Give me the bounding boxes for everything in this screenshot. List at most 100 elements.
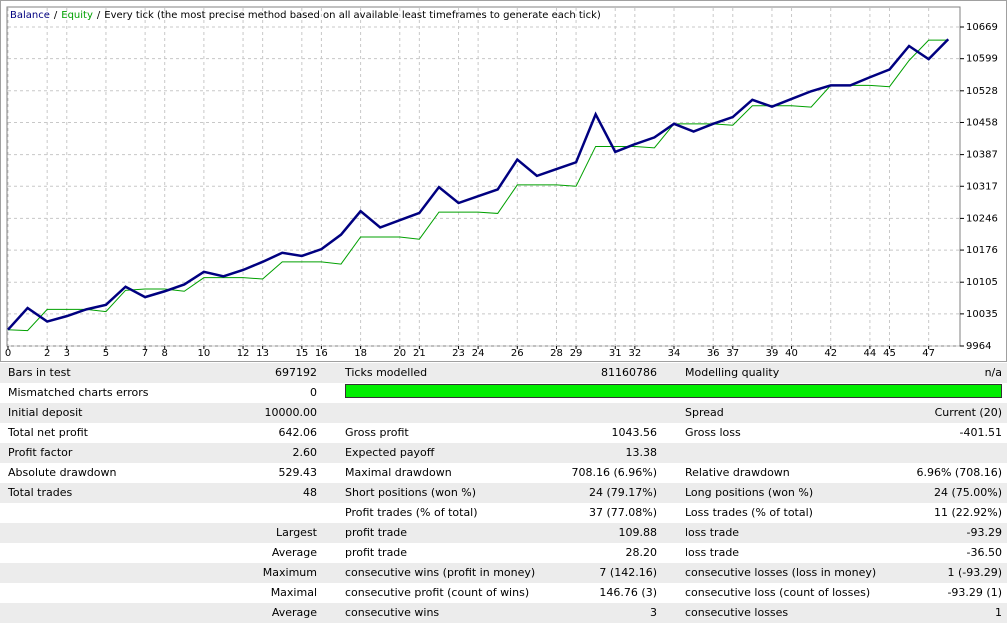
- report-value: 109.88: [618, 526, 658, 539]
- report-label: Gross loss: [685, 426, 741, 439]
- x-tick-label: 39: [766, 348, 779, 359]
- report-row: Total net profit 642.06 Gross profit 1043.5…: [0, 423, 1007, 443]
- report-value: -401.51: [959, 426, 1002, 439]
- report-value: n/a: [984, 366, 1002, 379]
- x-tick-label: 18: [354, 348, 367, 359]
- legend-balance: Balance: [10, 10, 50, 21]
- y-tick-label: 10599: [966, 54, 998, 65]
- y-tick-label: 10458: [966, 117, 998, 128]
- x-tick-label: 3: [64, 348, 70, 359]
- report-row: Average profit trade 28.20 loss trade -36.50: [0, 543, 1007, 563]
- x-tick-label: 36: [707, 348, 720, 359]
- report-label: Total net profit: [8, 426, 88, 439]
- report-value: Current (20): [934, 406, 1002, 419]
- x-tick-label: 12: [237, 348, 250, 359]
- y-tick-label: 10176: [966, 245, 998, 256]
- report-value: -36.50: [966, 546, 1002, 559]
- report-label: Ticks modelled: [345, 366, 428, 379]
- report-value: 1 (-93.29): [947, 566, 1002, 579]
- report-value: Maximum: [262, 566, 317, 579]
- report-label: Maximal drawdown: [345, 466, 452, 479]
- x-tick-label: 16: [315, 348, 328, 359]
- grid: [7, 8, 960, 347]
- report-value: 2.60: [292, 446, 318, 459]
- report-label: Long positions (won %): [685, 486, 814, 499]
- report-value: 1: [995, 606, 1002, 619]
- report-value: 11 (22.92%): [933, 506, 1002, 519]
- lines: [7, 38, 950, 332]
- report-value: 81160786: [601, 366, 657, 379]
- report-label: Mismatched charts errors: [8, 386, 149, 399]
- report-label: profit trade: [345, 546, 408, 559]
- report-value: 697192: [275, 366, 317, 379]
- report-label: Absolute drawdown: [8, 466, 117, 479]
- x-tick-label: 13: [256, 348, 269, 359]
- x-tick-label: 45: [883, 348, 896, 359]
- report-label: consecutive wins (profit in money): [345, 566, 536, 579]
- report-row: Absolute drawdown 529.43 Maximal drawdown 7…: [0, 463, 1007, 483]
- y-tick-label: 10105: [966, 277, 998, 288]
- report-label: Relative drawdown: [685, 466, 790, 479]
- report-label: Expected payoff: [345, 446, 435, 459]
- report-row: Largest profit trade 109.88 loss trade -93.2…: [0, 523, 1007, 543]
- legend-equity: Equity: [61, 10, 93, 21]
- x-tick-label: 44: [864, 348, 877, 359]
- report-row: Maximum consecutive wins (profit in money…: [0, 563, 1007, 583]
- report-value: -93.29 (1): [947, 586, 1002, 599]
- report-value: 0: [310, 386, 317, 399]
- x-tick-label: 34: [668, 348, 681, 359]
- legend-separator: /: [97, 10, 101, 21]
- report-table: Bars in test 697192 Ticks modelled 81160786…: [0, 363, 1007, 623]
- report-value: 24 (79.17%): [588, 486, 657, 499]
- report-value: 146.76 (3): [599, 586, 657, 599]
- report-label: loss trade: [685, 526, 740, 539]
- report-row: Average consecutive wins 3 consecutive loss…: [0, 603, 1007, 623]
- report-label: consecutive loss (count of losses): [685, 586, 871, 599]
- report-value: 48: [303, 486, 317, 499]
- y-tick-label: 10387: [966, 150, 998, 161]
- report-value: 708.16 (6.96%): [571, 466, 657, 479]
- modelling-quality-bar: [345, 384, 1002, 398]
- x-tick-label: 2: [44, 348, 50, 359]
- y-tick-label: 10246: [966, 213, 998, 224]
- y-tick-label: 9964: [966, 341, 991, 352]
- report-value: 7 (142.16): [599, 566, 657, 579]
- report-label: consecutive profit (count of wins): [345, 586, 530, 599]
- legend-separator: /: [54, 10, 58, 21]
- report-label: Gross profit: [345, 426, 409, 439]
- report-value: 6.96% (708.16): [916, 466, 1002, 479]
- labels: 9964100351010510176102461031710387104581…: [5, 22, 998, 359]
- series-line: [7, 39, 949, 332]
- report-value: 3: [650, 606, 657, 619]
- x-tick-label: 32: [628, 348, 641, 359]
- report-label: consecutive wins: [345, 606, 440, 619]
- x-tick-label: 15: [295, 348, 308, 359]
- report-label: Modelling quality: [685, 366, 780, 379]
- report-label: Profit factor: [8, 446, 73, 459]
- report-label: Initial deposit: [8, 406, 83, 419]
- x-tick-label: 26: [511, 348, 524, 359]
- report-label: Profit trades (% of total): [345, 506, 478, 519]
- report-value: 10000.00: [264, 406, 318, 419]
- x-tick-label: 24: [472, 348, 485, 359]
- x-tick-label: 31: [609, 348, 622, 359]
- chart-title: Every tick (the most precise method base…: [104, 10, 601, 21]
- x-tick-label: 23: [452, 348, 465, 359]
- report-value: Maximal: [270, 586, 317, 599]
- y-tick-label: 10317: [966, 181, 998, 192]
- x-tick-label: 5: [103, 348, 109, 359]
- report-label: Total trades: [8, 486, 73, 499]
- x-tick-label: 7: [142, 348, 148, 359]
- report-label: consecutive losses: [685, 606, 789, 619]
- report-value: 28.20: [625, 546, 658, 559]
- y-tick-label: 10528: [966, 86, 998, 97]
- report-row: Profit trades (% of total) 37 (77.08%) Los…: [0, 503, 1007, 523]
- y-tick-label: 10669: [966, 22, 998, 33]
- report-value: 37 (77.08%): [588, 506, 657, 519]
- x-tick-label: 28: [550, 348, 563, 359]
- report-value: 24 (75.00%): [933, 486, 1002, 499]
- x-tick-label: 37: [726, 348, 739, 359]
- report-row: Initial deposit 10000.00 Spread Current (20…: [0, 403, 1007, 423]
- report-value: 13.38: [625, 446, 658, 459]
